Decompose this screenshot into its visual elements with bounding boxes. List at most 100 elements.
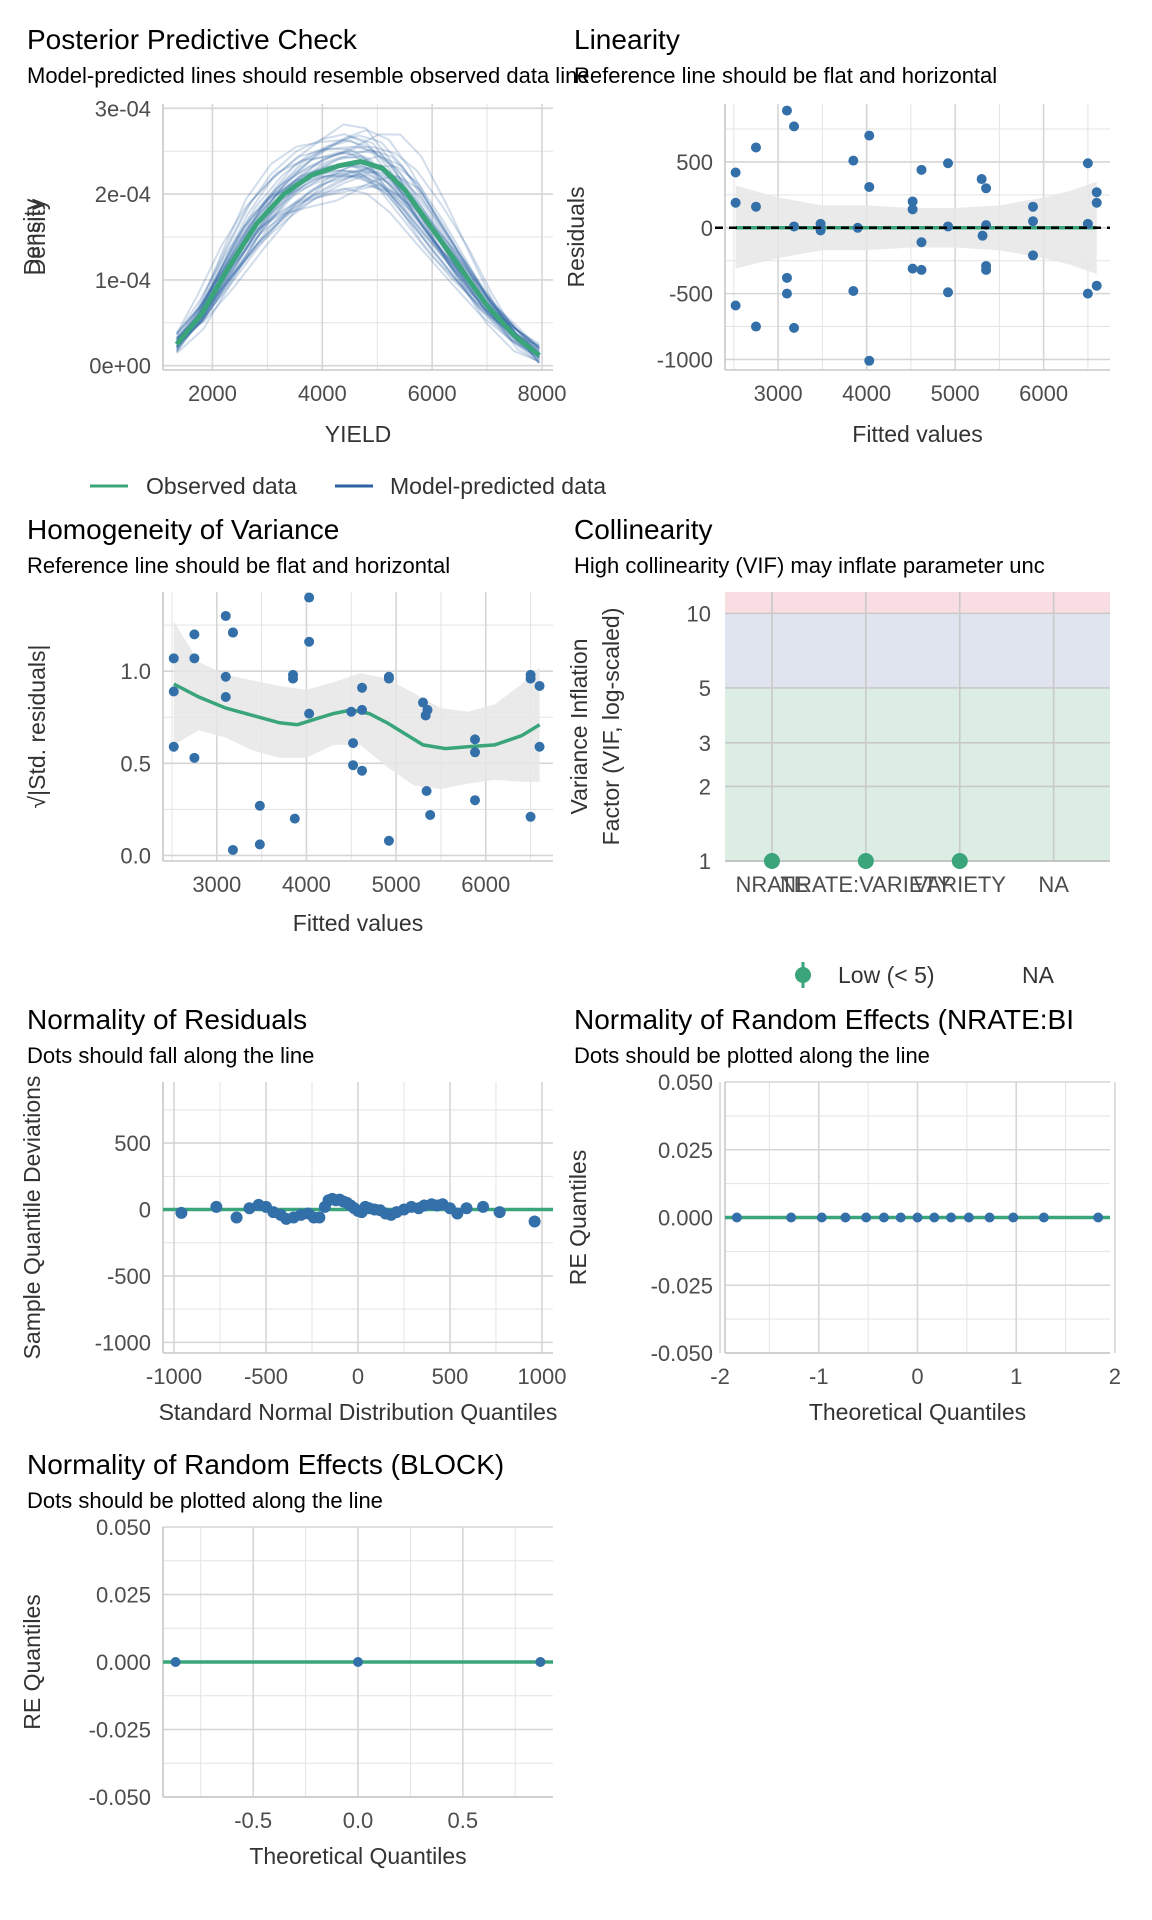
legend-label-observed: Observed data <box>146 473 297 499</box>
chart-subtitle: Model-predicted lines should resemble ob… <box>27 63 590 88</box>
y-tick-label: 3 <box>699 731 711 756</box>
y-axis-label: Density <box>24 198 50 275</box>
data-point <box>750 142 761 153</box>
predicted-density-line <box>175 169 540 359</box>
data-point <box>425 809 436 820</box>
vif-point <box>951 853 968 869</box>
data-point <box>189 629 200 640</box>
chart-title: Normality of Random Effects (BLOCK) <box>27 1449 504 1480</box>
data-point <box>220 671 231 682</box>
data-point <box>730 167 741 178</box>
data-point <box>525 673 536 684</box>
observed-density-line <box>174 159 541 358</box>
predicted-density-line <box>175 172 540 361</box>
panel-posterior-predictive-check: Posterior Predictive Check Model-predicte… <box>19 24 606 499</box>
x-tick-label: 6000 <box>408 381 457 406</box>
data-point <box>168 741 179 752</box>
data-point <box>470 734 480 745</box>
chart-title: Homogeneity of Variance <box>27 514 339 545</box>
data-point <box>422 704 433 715</box>
data-point <box>1028 216 1038 227</box>
data-point <box>304 592 315 603</box>
chart-subtitle: Dots should be plotted along the line <box>27 1488 383 1513</box>
data-point <box>168 653 179 664</box>
data-point <box>731 1212 742 1223</box>
chart-subtitle: Dots should fall along the line <box>27 1043 314 1068</box>
data-point <box>781 272 792 283</box>
data-point <box>254 800 265 811</box>
data-point <box>525 811 536 822</box>
data-point <box>313 1211 326 1224</box>
y-tick-label: 0.050 <box>658 1070 713 1095</box>
data-point <box>916 164 927 175</box>
x-tick-label: NA <box>1038 872 1069 897</box>
predicted-density-line <box>175 133 540 356</box>
predicted-density-line <box>175 170 540 359</box>
data-point <box>840 1212 851 1223</box>
data-point <box>878 1212 889 1223</box>
data-point <box>470 795 480 806</box>
data-point <box>288 673 298 684</box>
x-tick-label: 500 <box>432 1364 469 1389</box>
data-point <box>189 752 200 763</box>
predicted-density-line <box>175 134 540 354</box>
y-tick-label: 0.025 <box>658 1138 713 1163</box>
data-point <box>864 130 875 141</box>
x-tick-label: VARIETY <box>913 872 1006 897</box>
y-tick-label: 1e-04 <box>95 268 151 293</box>
y-tick-label: 500 <box>676 150 713 175</box>
chart-title: Normality of Random Effects (NRATE:BI <box>574 1004 1074 1035</box>
chart-subtitle: Reference line should be flat and horizo… <box>574 63 997 88</box>
data-point <box>1093 1212 1104 1223</box>
x-tick-label: 8000 <box>518 381 567 406</box>
data-point <box>981 183 992 194</box>
data-point <box>243 1202 256 1215</box>
predicted-density-line <box>175 167 540 352</box>
vif-point <box>857 853 874 869</box>
data-point <box>304 636 315 647</box>
zone-moderate-vif <box>725 613 1110 688</box>
data-point <box>789 121 800 132</box>
data-point <box>861 1212 872 1223</box>
x-tick-label: 1000 <box>517 1364 566 1389</box>
data-point <box>929 1212 940 1223</box>
x-tick-label: 0.0 <box>343 1808 374 1833</box>
data-point <box>789 322 800 333</box>
data-point <box>346 706 357 717</box>
data-point <box>534 680 545 691</box>
data-point <box>477 1200 490 1213</box>
data-point <box>789 221 800 232</box>
y-tick-label: 0 <box>701 216 713 241</box>
data-point <box>864 181 875 192</box>
x-tick-label: -2 <box>710 1364 730 1389</box>
data-point <box>730 300 741 311</box>
data-point <box>1008 1212 1019 1223</box>
y-tick-label: 5 <box>699 676 711 701</box>
panel-homogeneity: Homogeneity of Variance Reference line sh… <box>24 514 553 936</box>
x-tick-label: 3000 <box>192 872 241 897</box>
data-point <box>1091 187 1102 198</box>
data-point <box>168 686 179 697</box>
data-point <box>963 1212 974 1223</box>
predicted-density-line <box>175 128 540 348</box>
data-point <box>470 747 480 758</box>
x-tick-label: 2 <box>1109 1364 1121 1389</box>
data-point <box>750 321 761 332</box>
x-tick-label: 6000 <box>461 872 510 897</box>
data-point <box>357 682 368 693</box>
data-point <box>984 1212 995 1223</box>
data-point <box>460 1202 473 1215</box>
predicted-density-line <box>175 145 541 364</box>
data-point <box>170 1657 181 1667</box>
data-point <box>227 844 238 855</box>
chart-title: Collinearity <box>574 514 713 545</box>
predicted-density-line <box>176 174 541 364</box>
chart-title: Posterior Predictive Check <box>27 24 358 55</box>
x-tick-label: 6000 <box>1019 381 1068 406</box>
data-point <box>1082 218 1093 229</box>
x-tick-label: 1 <box>1010 1364 1022 1389</box>
predicted-density-line <box>176 174 540 349</box>
y-tick-label: 0 <box>139 1198 151 1223</box>
chart-subtitle: Reference line should be flat and horizo… <box>27 553 450 578</box>
